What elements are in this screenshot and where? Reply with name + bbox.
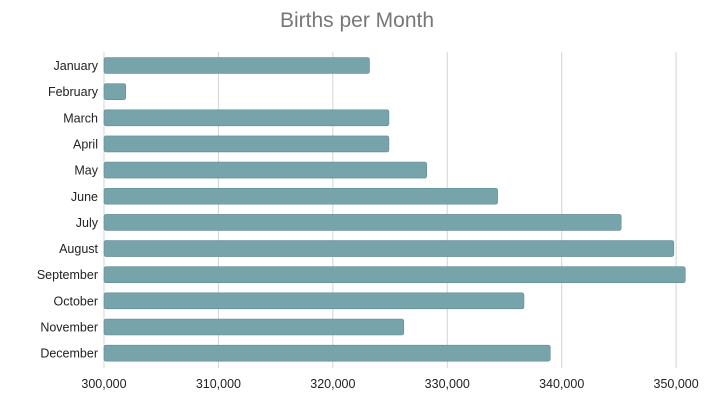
category-label: June bbox=[71, 190, 98, 204]
bar-august bbox=[103, 240, 675, 257]
category-label: April bbox=[73, 137, 98, 151]
bar-november bbox=[103, 318, 405, 336]
bar-june bbox=[103, 187, 498, 205]
bar-april bbox=[103, 135, 390, 153]
category-label: May bbox=[74, 164, 98, 178]
x-tick-label: 330,000 bbox=[425, 377, 470, 391]
category-label: September bbox=[37, 268, 98, 282]
bar-september bbox=[103, 266, 686, 284]
category-label: August bbox=[59, 242, 98, 256]
category-label: July bbox=[76, 216, 99, 230]
category-label: October bbox=[54, 294, 98, 308]
x-tick-label: 350,000 bbox=[654, 377, 699, 391]
x-tick-label: 310,000 bbox=[196, 377, 241, 391]
x-axis-tick-labels: 300,000 310,000 320,000 330,000 340,000 350,0… bbox=[81, 377, 698, 391]
bars bbox=[103, 57, 686, 362]
bar-december bbox=[103, 344, 551, 362]
bar-may bbox=[103, 161, 427, 179]
bar-march bbox=[103, 109, 390, 127]
category-label: February bbox=[48, 85, 99, 99]
bar-october bbox=[103, 292, 525, 310]
bar-february bbox=[103, 83, 127, 100]
x-tick-label: 340,000 bbox=[539, 377, 584, 391]
bar-january bbox=[103, 57, 370, 74]
x-tick-label: 320,000 bbox=[310, 377, 355, 391]
category-label: November bbox=[40, 321, 98, 335]
bar-july bbox=[103, 214, 622, 231]
chart-title: Births per Month bbox=[280, 9, 434, 32]
category-label: March bbox=[63, 111, 98, 125]
category-label: December bbox=[40, 347, 98, 361]
x-tick-label: 300,000 bbox=[81, 377, 126, 391]
category-labels: January February March April May June July Augu… bbox=[37, 59, 99, 361]
category-label: January bbox=[54, 59, 99, 73]
gridlines bbox=[103, 52, 677, 368]
